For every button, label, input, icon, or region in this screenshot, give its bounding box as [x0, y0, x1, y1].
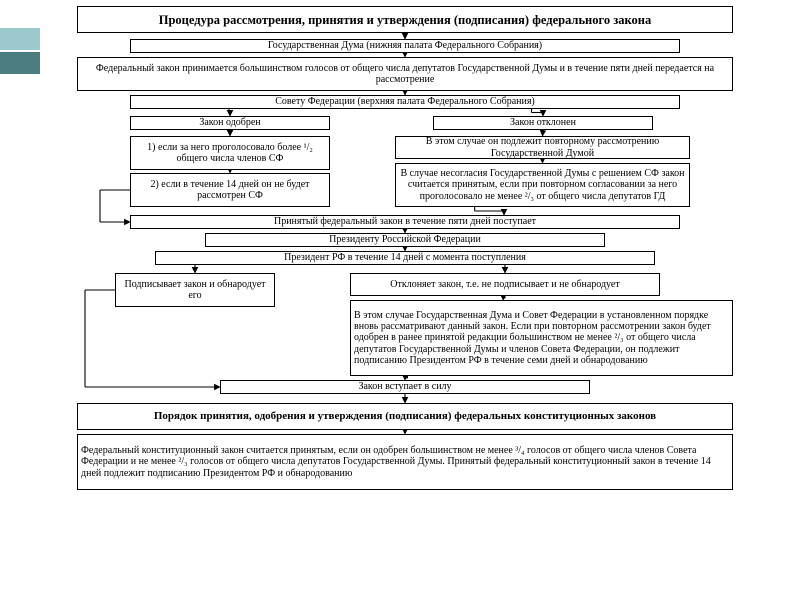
node-five_days: Принятый федеральный закон в течение пят… — [130, 215, 680, 229]
node-const_title-text: Порядок принятия, одобрения и утверждени… — [81, 410, 729, 422]
node-cond2-text: 2) если в течение 14 дней он не будет ра… — [134, 179, 326, 201]
node-in_force: Закон вступает в силу — [220, 380, 590, 394]
node-pass_vote: Федеральный закон принимается большинств… — [77, 57, 733, 91]
node-cond1: 1) если за него проголосовало более ¹/₂ … — [130, 136, 330, 170]
node-duma: Государственная Дума (нижняя палата Феде… — [130, 39, 680, 53]
node-title: Процедура рассмотрения, принятия и утвер… — [77, 6, 733, 33]
node-reconsider-text: В этом случае он подлежит повторному рас… — [399, 136, 686, 158]
node-duma-text: Государственная Дума (нижняя палата Феде… — [134, 40, 676, 51]
node-approved-text: Закон одобрен — [134, 117, 326, 128]
accent-stripe-0 — [0, 28, 40, 50]
node-cond1-text: 1) если за него проголосовало более ¹/₂ … — [134, 142, 326, 164]
node-approved: Закон одобрен — [130, 116, 330, 130]
node-override: В случае несогласия Государственной Думы… — [395, 163, 690, 207]
node-sf-text: Совету Федерации (верхняя палата Федерал… — [134, 96, 676, 107]
node-pass_vote-text: Федеральный закон принимается большинств… — [81, 63, 729, 85]
node-veto: Отклоняет закон, т.е. не подписывает и н… — [350, 273, 660, 296]
node-sf: Совету Федерации (верхняя палата Федерал… — [130, 95, 680, 109]
node-president: Президенту Российской Федерации — [205, 233, 605, 247]
node-const_title: Порядок принятия, одобрения и утверждени… — [77, 403, 733, 430]
node-reconsider: В этом случае он подлежит повторному рас… — [395, 136, 690, 159]
node-fourteen: Президент РФ в течение 14 дней с момента… — [155, 251, 655, 265]
node-override2-text: В этом случае Государственная Дума и Сов… — [354, 310, 729, 366]
node-fourteen-text: Президент РФ в течение 14 дней с момента… — [159, 252, 651, 263]
node-sign: Подписывает закон и обнародует его — [115, 273, 275, 307]
node-five_days-text: Принятый федеральный закон в течение пят… — [134, 216, 676, 227]
node-in_force-text: Закон вступает в силу — [224, 381, 586, 392]
node-override2: В этом случае Государственная Дума и Сов… — [350, 300, 733, 376]
node-sign-text: Подписывает закон и обнародует его — [119, 279, 271, 301]
node-rejected-text: Закон отклонен — [437, 117, 649, 128]
node-const_body: Федеральный конституционный закон считае… — [77, 434, 733, 490]
flowchart-stage: Процедура рассмотрения, принятия и утвер… — [55, 6, 755, 592]
node-president-text: Президенту Российской Федерации — [209, 234, 601, 245]
node-cond2: 2) если в течение 14 дней он не будет ра… — [130, 173, 330, 207]
node-override-text: В случае несогласия Государственной Думы… — [399, 168, 686, 202]
node-rejected: Закон отклонен — [433, 116, 653, 130]
node-veto-text: Отклоняет закон, т.е. не подписывает и н… — [354, 279, 656, 290]
accent-stripe-1 — [0, 52, 40, 74]
node-title-text: Процедура рассмотрения, принятия и утвер… — [81, 13, 729, 27]
node-const_body-text: Федеральный конституционный закон считае… — [81, 445, 729, 479]
